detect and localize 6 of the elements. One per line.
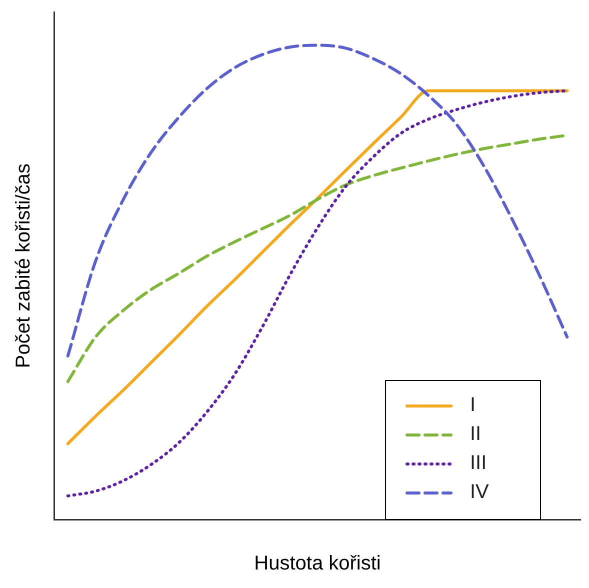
legend-label: III (470, 452, 488, 475)
legend-label: IV (470, 481, 490, 504)
x-axis-title: Hustota kořisti (254, 552, 381, 575)
legend-label: I (470, 394, 477, 417)
y-axis-title: Počet zabité kořisti/čas (12, 164, 35, 368)
legend-label: II (470, 423, 482, 446)
